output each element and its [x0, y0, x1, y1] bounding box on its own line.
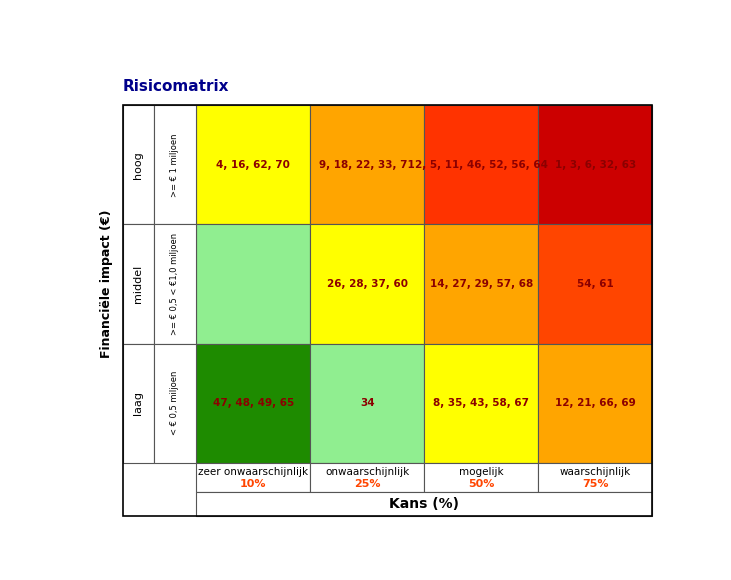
Bar: [154, 106, 196, 224]
Text: 12, 21, 66, 69: 12, 21, 66, 69: [555, 398, 635, 408]
Text: 4, 16, 62, 70: 4, 16, 62, 70: [216, 160, 290, 170]
Text: 26, 28, 37, 60: 26, 28, 37, 60: [327, 279, 408, 289]
Text: 25%: 25%: [354, 480, 380, 490]
Text: 34: 34: [360, 398, 374, 408]
Bar: [154, 224, 196, 343]
Bar: [123, 224, 154, 343]
Bar: [424, 224, 538, 343]
Text: onwaarschijnlijk: onwaarschijnlijk: [325, 467, 409, 477]
Text: 50%: 50%: [468, 480, 494, 490]
Bar: [538, 106, 652, 224]
Bar: [424, 463, 538, 492]
Text: middel: middel: [133, 265, 143, 303]
Bar: [310, 343, 424, 463]
Bar: [196, 106, 310, 224]
Text: 9, 18, 22, 33, 71: 9, 18, 22, 33, 71: [319, 160, 415, 170]
Bar: [310, 463, 424, 492]
Text: 54, 61: 54, 61: [577, 279, 613, 289]
Bar: [538, 463, 652, 492]
Text: 75%: 75%: [582, 480, 608, 490]
Text: 8, 35, 43, 58, 67: 8, 35, 43, 58, 67: [433, 398, 529, 408]
Text: >= € 0,5 < €1,0 miljoen: >= € 0,5 < €1,0 miljoen: [170, 233, 179, 335]
Text: 1, 3, 6, 32, 63: 1, 3, 6, 32, 63: [555, 160, 636, 170]
Text: waarschijnlijk: waarschijnlijk: [560, 467, 631, 477]
Bar: [196, 343, 310, 463]
Bar: [123, 343, 154, 463]
Bar: [196, 224, 310, 343]
Bar: [310, 224, 424, 343]
Text: 47, 48, 49, 65: 47, 48, 49, 65: [213, 398, 294, 408]
Text: Financiële impact (€): Financiële impact (€): [100, 210, 113, 358]
Bar: [196, 492, 652, 516]
Bar: [154, 343, 196, 463]
Bar: [310, 106, 424, 224]
Bar: [424, 106, 538, 224]
Text: >= € 1 miljoen: >= € 1 miljoen: [170, 133, 179, 197]
Bar: [196, 463, 310, 492]
Bar: [538, 224, 652, 343]
Text: < € 0,5 miljoen: < € 0,5 miljoen: [170, 371, 179, 435]
Bar: [123, 106, 154, 224]
Text: zeer onwaarschijnlijk: zeer onwaarschijnlijk: [198, 467, 308, 477]
Text: 10%: 10%: [240, 480, 266, 490]
Bar: [538, 343, 652, 463]
Text: hoog: hoog: [133, 151, 143, 179]
Text: 14, 27, 29, 57, 68: 14, 27, 29, 57, 68: [430, 279, 533, 289]
Bar: [424, 343, 538, 463]
Text: mogelijk: mogelijk: [459, 467, 504, 477]
Text: Kans (%): Kans (%): [389, 497, 459, 511]
Text: Risicomatrix: Risicomatrix: [123, 78, 229, 93]
Text: laag: laag: [133, 391, 143, 415]
Text: 2, 5, 11, 46, 52, 56, 64: 2, 5, 11, 46, 52, 56, 64: [414, 160, 548, 170]
